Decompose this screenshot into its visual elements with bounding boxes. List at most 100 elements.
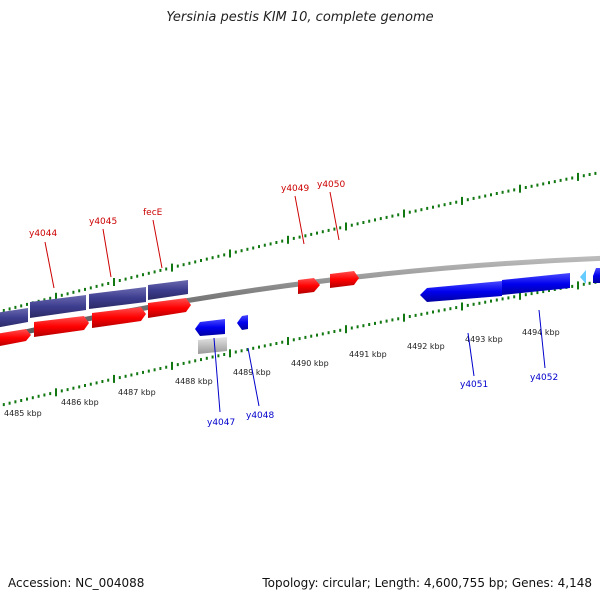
leader-line [329, 191, 340, 241]
minor-tick [368, 219, 371, 223]
operon-block[interactable] [89, 287, 146, 309]
gene-label-fece[interactable]: fecE [143, 208, 163, 218]
gene-label-y4045[interactable]: y4045 [89, 217, 117, 227]
minor-tick [20, 304, 23, 308]
minor-tick [379, 320, 382, 324]
major-tick [287, 235, 289, 244]
minor-tick [60, 293, 63, 297]
leader-line [538, 309, 546, 369]
minor-tick [495, 192, 498, 195]
minor-tick [513, 188, 516, 192]
minor-tick [8, 401, 11, 405]
minor-tick [368, 323, 371, 326]
minor-tick [490, 193, 492, 197]
minor-tick [327, 228, 330, 232]
operon-block[interactable] [148, 280, 188, 300]
major-tick [287, 337, 289, 345]
minor-tick [275, 241, 278, 244]
cds-arrow-y4048[interactable] [237, 315, 248, 330]
minor-tick [414, 313, 417, 317]
minor-tick [240, 249, 243, 253]
minor-tick [2, 403, 5, 407]
gene-label-y4047[interactable]: y4047 [207, 418, 235, 428]
minor-tick [571, 284, 574, 288]
minor-tick [246, 348, 249, 352]
minor-tick [478, 195, 481, 199]
minor-tick [258, 245, 260, 249]
minor-tick [89, 286, 92, 290]
accession-text: Accession: NC_004088 [8, 576, 145, 590]
minor-tick [20, 399, 23, 402]
minor-tick [234, 250, 237, 254]
cds-arrow-y4045[interactable] [92, 307, 146, 328]
minor-tick [217, 254, 220, 258]
minor-tick [147, 271, 150, 275]
minor-tick [107, 282, 110, 285]
cds-arrow-y4049[interactable] [298, 278, 320, 294]
minor-tick [565, 177, 568, 181]
minor-tick [530, 184, 533, 188]
minor-tick [472, 196, 475, 200]
major-tick [55, 292, 57, 301]
scale-label: 4489 kbp [233, 368, 271, 377]
minor-tick [385, 319, 388, 323]
minor-tick [553, 180, 556, 184]
cds-arrow-y4044[interactable] [34, 316, 89, 337]
gene-label-y4049[interactable]: y4049 [281, 184, 310, 194]
light-blue-feature[interactable] [580, 270, 586, 284]
gene-label-y4051[interactable]: y4051 [460, 380, 488, 390]
operon-block[interactable] [30, 295, 86, 318]
grey-feature[interactable] [198, 337, 227, 354]
minor-tick [31, 396, 34, 400]
cds-arrow-y4052[interactable] [502, 273, 570, 295]
major-tick [55, 388, 57, 397]
major-tick [113, 374, 115, 383]
cds-arrow-y4051[interactable] [420, 281, 502, 302]
minor-tick [437, 204, 440, 208]
minor-tick [78, 289, 81, 293]
gene-label-y4052[interactable]: y4052 [530, 373, 558, 383]
minor-tick [397, 317, 400, 321]
minor-tick [89, 382, 92, 386]
minor-tick [101, 380, 104, 383]
minor-tick [101, 283, 104, 287]
forward-gene-labels [44, 191, 340, 289]
operon-block[interactable] [0, 308, 28, 328]
major-tick [461, 196, 463, 205]
minor-tick [66, 292, 69, 296]
minor-tick [153, 368, 156, 372]
minor-tick [327, 331, 330, 335]
minor-tick [240, 349, 243, 353]
minor-tick [548, 181, 550, 185]
minor-tick [432, 310, 434, 314]
minor-tick [26, 397, 28, 401]
minor-tick [200, 259, 202, 262]
minor-tick [49, 296, 52, 300]
minor-tick [524, 186, 527, 189]
minor-tick [588, 281, 591, 285]
cds-arrow[interactable] [0, 329, 31, 347]
minor-tick [263, 344, 266, 348]
minor-tick [536, 291, 539, 295]
minor-tick [484, 300, 487, 304]
minor-tick [339, 328, 342, 332]
minor-tick [408, 315, 411, 318]
gene-label-y4050[interactable]: y4050 [317, 180, 346, 190]
major-tick [577, 281, 579, 290]
minor-tick [350, 326, 353, 330]
gene-label-y4044[interactable]: y4044 [29, 229, 58, 239]
cds-arrow-edge[interactable] [593, 268, 600, 283]
cds-arrow-fece[interactable] [148, 298, 191, 318]
minor-tick [124, 374, 127, 378]
gene-label-y4048[interactable]: y4048 [246, 411, 275, 421]
minor-tick [136, 372, 139, 376]
cds-arrow-y4050[interactable] [330, 271, 359, 288]
minor-tick [310, 334, 313, 338]
minor-tick [542, 290, 545, 294]
minor-tick [153, 270, 156, 274]
minor-tick [484, 194, 487, 198]
minor-tick [455, 306, 458, 310]
minor-tick [321, 230, 324, 234]
cds-arrow-y4047[interactable] [195, 319, 225, 336]
minor-tick [165, 365, 168, 369]
